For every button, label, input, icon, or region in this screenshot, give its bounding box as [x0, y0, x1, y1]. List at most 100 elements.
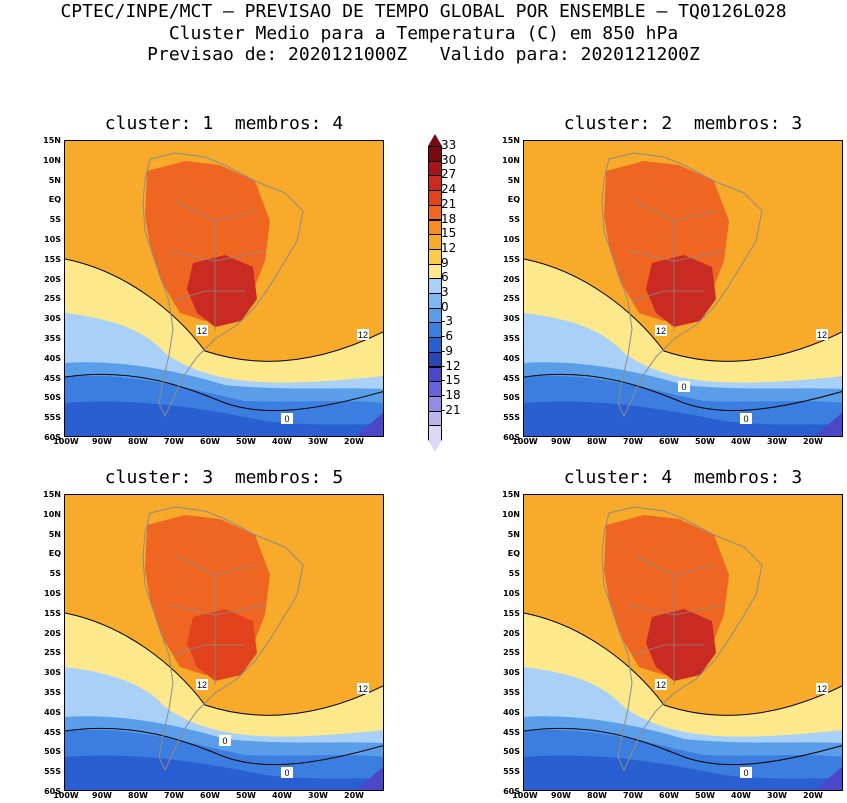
- lat-tick-label: 10N: [502, 509, 520, 519]
- lon-tick-label: 90W: [551, 791, 571, 800]
- contour-0: [524, 727, 842, 766]
- colorbar-label: 33: [441, 138, 457, 152]
- lat-tick-label: 35S: [503, 334, 520, 343]
- lon-tick-label: 70W: [164, 437, 184, 446]
- country-border: [631, 290, 704, 302]
- colorbar-swatch: [428, 395, 442, 412]
- colorbar-swatch: [428, 351, 442, 368]
- colorbar-swatch: [428, 410, 442, 427]
- colorbar-arrow-bottom: [428, 440, 442, 452]
- contour-0: [65, 373, 383, 412]
- lat-tick-label: 10S: [44, 589, 61, 598]
- lat-tick-label: 50S: [44, 747, 61, 757]
- lat-tick-label: 35S: [44, 334, 61, 343]
- contour-12: [524, 612, 842, 716]
- lat-tick-label: 10N: [502, 155, 520, 165]
- contour-12: [65, 258, 383, 362]
- contour-label: 0: [678, 381, 690, 392]
- lat-tick-label: 10S: [503, 235, 520, 244]
- lon-tick-label: 60W: [200, 791, 220, 800]
- lon-tick-label: 20W: [344, 437, 364, 446]
- colorbar-swatch: [428, 381, 442, 397]
- svg-text:0: 0: [681, 382, 686, 392]
- header-line-2: Cluster Medio para a Temperatura (C) em …: [168, 23, 679, 44]
- header-line-1: CPTEC/INPE/MCT – PREVISAO DE TEMPO GLOBA…: [60, 1, 787, 22]
- svg-text:0: 0: [222, 736, 227, 746]
- panel-title-2: cluster: 2 membros: 3: [563, 113, 803, 134]
- colorbar-swatch: [428, 234, 442, 250]
- coldest-band: [524, 755, 842, 790]
- lat-tick-label: 30S: [44, 314, 61, 324]
- lat-tick-label: 50S: [503, 747, 520, 757]
- lat-tick-label: 5S: [508, 569, 520, 579]
- contour-0: [65, 727, 383, 766]
- map-panel-cluster-3: 12 12 0 0: [64, 494, 384, 791]
- colorbar-label: 0: [441, 299, 449, 314]
- colorbar-label: 21: [441, 196, 457, 211]
- country-border: [172, 644, 245, 656]
- lat-tick-label: 40S: [44, 353, 61, 363]
- colorbar-label: -21: [441, 402, 461, 417]
- lat-tick-label: 15N: [502, 136, 520, 145]
- lon-tick-label: 80W: [587, 791, 607, 800]
- lat-tick-label: 25S: [503, 648, 520, 658]
- lat-tick-label: 5S: [49, 215, 61, 225]
- colorbar-swatch: [428, 263, 442, 280]
- lat-tick-label: 55S: [44, 413, 61, 423]
- lon-tick-label: 100W: [512, 437, 538, 446]
- lon-tick-label: 90W: [92, 437, 112, 446]
- lat-tick-label: 5N: [48, 175, 61, 185]
- colorbar-label: 30: [441, 152, 457, 167]
- lat-tick-label: 45S: [44, 727, 61, 737]
- lat-tick-label: 5N: [48, 529, 61, 539]
- lat-tick-label: 35S: [503, 688, 520, 697]
- deep-cold-corner: [355, 412, 383, 436]
- lat-tick-label: 45S: [44, 373, 61, 383]
- lat-tick-label: 15S: [503, 608, 520, 618]
- lon-tick-label: 80W: [587, 437, 607, 446]
- lat-tick-label: 25S: [44, 294, 61, 304]
- contour-label: 12: [816, 683, 828, 694]
- lat-tick-label: 40S: [44, 707, 61, 717]
- lat-tick-label: 20S: [503, 628, 520, 638]
- lat-tick-label: 60S: [503, 433, 520, 442]
- colorbar-label: 27: [441, 167, 457, 182]
- svg-text:12: 12: [817, 684, 827, 694]
- lat-tick-label: 10S: [44, 235, 61, 244]
- colorbar-swatch: [428, 425, 442, 441]
- header-line-3: Previsao de: 2020121000Z Valido para: 20…: [147, 44, 700, 65]
- contour-label: 0: [740, 413, 752, 424]
- coastline: [601, 506, 763, 772]
- colorbar-label: 9: [441, 255, 449, 270]
- contour-label: 0: [281, 767, 293, 778]
- svg-text:12: 12: [358, 330, 368, 340]
- colorbar-swatch: [428, 307, 442, 324]
- contour-label: 12: [196, 679, 208, 690]
- lon-tick-label: 20W: [344, 791, 364, 800]
- contour-label: 12: [357, 683, 369, 694]
- colorbar-label: 18: [441, 211, 457, 226]
- lat-tick-label: 15S: [503, 254, 520, 264]
- contour-label: 12: [357, 329, 369, 340]
- contour-0: [524, 373, 842, 412]
- lon-tick-label: 60W: [659, 437, 679, 446]
- svg-text:12: 12: [817, 330, 827, 340]
- contour-label: 12: [816, 329, 828, 340]
- lon-tick-label: 30W: [767, 791, 787, 800]
- lat-tick-label: 40S: [503, 707, 520, 717]
- country-border: [631, 644, 704, 656]
- lon-tick-label: 90W: [92, 791, 112, 800]
- lon-tick-label: 100W: [53, 437, 79, 446]
- deep-cold-corner: [355, 766, 383, 790]
- lon-tick-label: 60W: [659, 791, 679, 800]
- lat-tick-label: 60S: [44, 433, 61, 442]
- lon-tick-label: 40W: [731, 437, 751, 446]
- lon-tick-label: 20W: [803, 791, 823, 800]
- lat-tick-label: 30S: [44, 668, 61, 678]
- colorbar-swatch: [428, 146, 442, 162]
- colorbar-label: 3: [441, 285, 449, 299]
- lat-tick-label: 55S: [503, 767, 520, 777]
- colorbar-label: 12: [441, 240, 457, 255]
- svg-text:12: 12: [656, 326, 666, 336]
- lat-tick-label: 5N: [507, 529, 520, 539]
